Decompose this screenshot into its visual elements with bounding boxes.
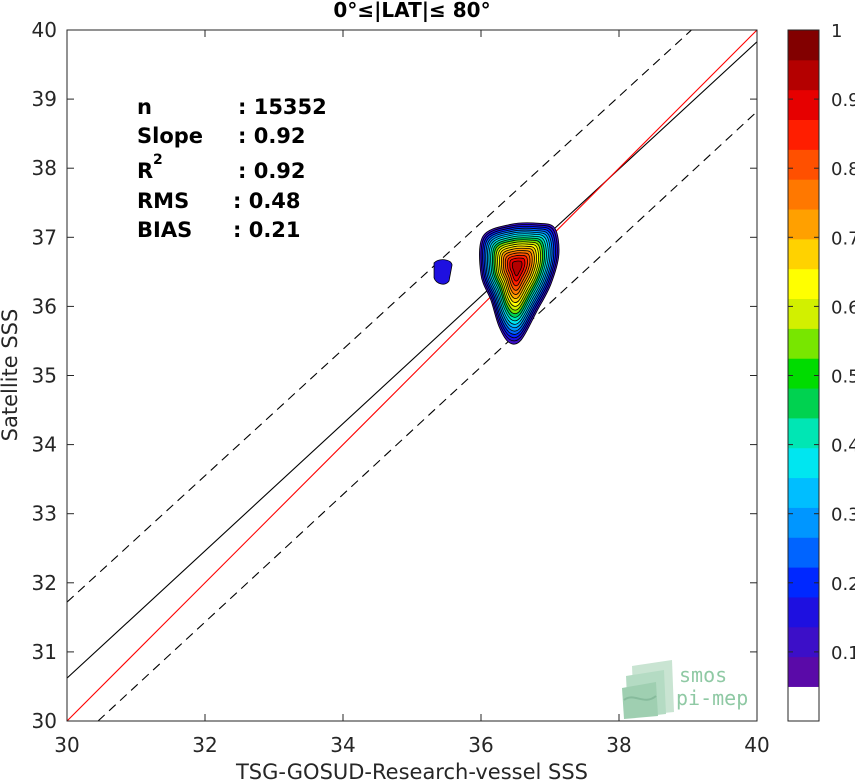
colorbar-segment [788,477,819,508]
plot-area: 30 32 34 36 38 40 30 31 32 33 34 35 36 37 38 39 40 [32,18,770,757]
colorbar-segment [788,537,819,568]
y-tick-label: 36 [32,294,57,318]
colorbar-segment [788,507,819,538]
stat-superscript: 2 [153,152,163,168]
colorbar-tick-label: 0.7 [831,228,855,249]
density-contours [433,222,560,345]
colorbar-segment [788,686,819,721]
y-tick-label: 31 [32,640,57,664]
smos-pimep-logo: smos pi-mep [622,660,748,719]
colorbar-tick-label: 0.8 [831,159,855,180]
stat-value: : 15352 [238,95,327,119]
x-tick-label: 36 [468,733,493,757]
reference-lines [67,30,757,721]
stat-value: : 0.48 [233,189,301,213]
colorbar-tick-label: 0.2 [831,574,855,595]
dashed-bound-line [67,30,692,603]
y-tick-label: 35 [32,364,57,388]
colorbar-segment [788,30,819,61]
y-tick-label: 34 [32,433,57,457]
colorbar-segment [788,298,819,329]
logo-mark-icon [622,660,674,719]
colorbar-segment [788,358,819,389]
x-tick-label: 38 [606,733,631,757]
density-contour [511,260,523,277]
colorbar-segment [788,59,819,91]
y-tick-label: 37 [32,225,57,249]
y-tick-label: 38 [32,156,57,180]
y-axis-label: Satellite SSS [0,309,22,442]
colorbar-segment [788,328,819,359]
y-tick-label: 32 [32,571,57,595]
colorbar-segment [788,656,819,687]
stat-value: : 0.21 [233,218,301,242]
colorbar-segment [788,596,819,628]
colorbar-tick-label: 0.9 [831,90,855,111]
logo-text-pimep: pi-mep [676,686,748,710]
y-tick-label: 39 [32,87,57,111]
identity-line [67,30,757,721]
colorbar-segment [788,209,819,240]
secondary-density-contour [433,259,453,285]
x-tick-label: 34 [330,733,355,757]
x-axis-ticks: 30 32 34 36 38 40 [54,30,770,757]
logo-text-smos: smos [679,663,727,687]
chart-title: 0°≤|LAT|≤ 80° [333,0,490,22]
x-tick-label: 30 [54,733,79,757]
colorbar-segment [788,238,819,270]
colorbar-segment [788,149,819,180]
regression-line [67,41,757,679]
x-tick-label: 40 [744,733,769,757]
statistics-box: n : 15352 Slope : 0.92 R 2 : 0.92 RMS : 0.48 BIAS… [137,95,327,242]
y-axis-ticks: 30 31 32 33 34 35 36 37 38 39 40 [32,18,757,733]
stat-value: : 0.92 [238,124,306,148]
stat-label: Slope [137,124,203,148]
colorbar-segment [788,626,819,658]
colorbar-tick-label: 0.6 [831,297,855,318]
stat-label: n [137,95,152,119]
colorbar-segment [788,567,819,598]
x-tick-label: 32 [192,733,217,757]
stat-label: RMS [137,189,189,213]
colorbar-segment [788,119,819,150]
colorbar-segment [788,447,819,479]
colorbar-tick-label: 0.4 [831,436,855,457]
colorbar: 0.1 0.2 0.3 0.4 0.5 0.6 0.7 0.8 0.9 1 [787,21,855,722]
x-axis-label: TSG-GOSUD-Research-vessel SSS [235,760,588,784]
colorbar-segment [788,388,819,419]
stat-label: R [137,159,153,183]
colorbar-tick-label: 0.5 [831,367,855,388]
colorbar-segment [788,179,819,210]
y-tick-label: 30 [32,709,57,733]
stat-label: BIAS [137,218,192,242]
y-tick-label: 40 [32,18,57,42]
colorbar-tick-label: 0.1 [831,643,855,664]
colorbar-tick-label: 0.3 [831,505,855,526]
colorbar-tick-label: 1 [831,21,842,42]
y-tick-label: 33 [32,502,57,526]
stat-value: : 0.92 [238,159,306,183]
colorbar-segment [788,268,819,300]
colorbar-segment [788,417,819,449]
colorbar-segment [788,89,819,121]
